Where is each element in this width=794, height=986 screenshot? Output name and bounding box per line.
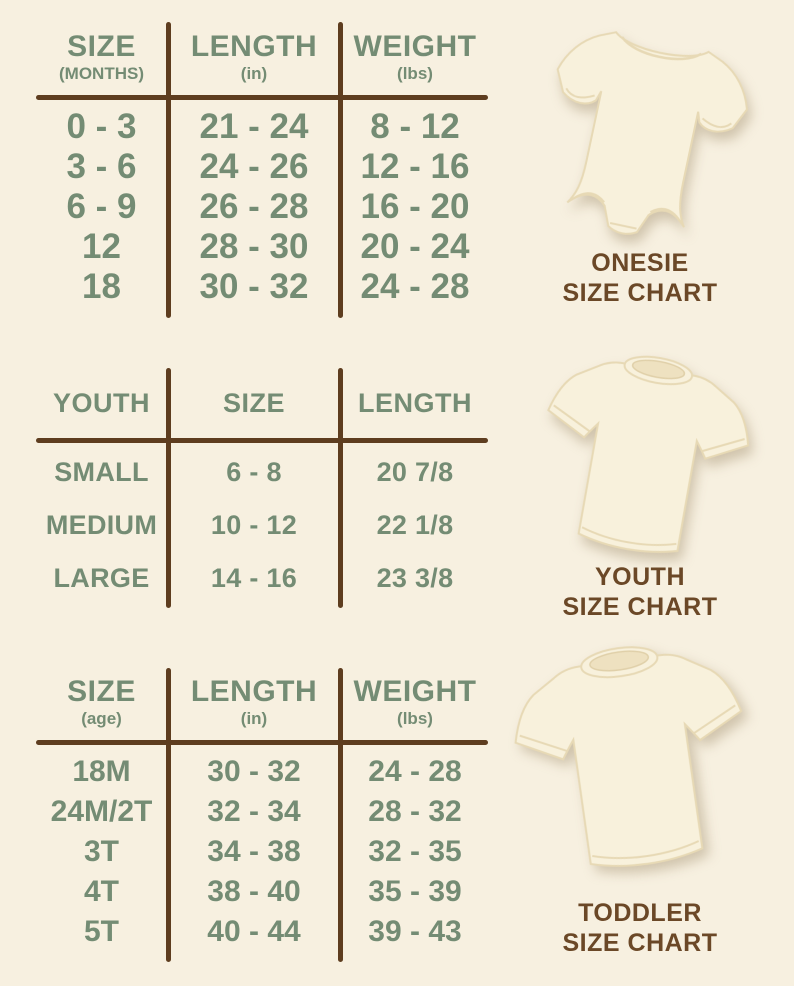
- column-header-sub: (MONTHS): [59, 63, 144, 83]
- table-cell: 22 1/8: [376, 510, 454, 540]
- column-header-title: SIZE: [222, 388, 285, 418]
- table-header-row: SIZE (age) LENGTH (in) WEIGHT (lbs): [35, 668, 490, 737]
- column-header-size: SIZE (MONTHS): [35, 22, 168, 92]
- table-vertical-divider: [166, 368, 171, 608]
- table-cell: 16 - 20: [360, 187, 470, 226]
- table-cell: 34 - 38: [207, 835, 301, 868]
- column-header-size: SIZE: [168, 368, 340, 438]
- youth-tshirt-image: [510, 334, 773, 593]
- table-vertical-divider: [338, 668, 343, 962]
- table-cell: 18: [82, 267, 121, 306]
- table-cell: 18M: [72, 755, 131, 788]
- table-header-divider: [36, 740, 488, 745]
- column-header-title: WEIGHT: [353, 675, 477, 708]
- column-header-title: SIZE: [67, 29, 136, 63]
- table-cell: 3T: [83, 835, 119, 868]
- table-vertical-divider: [166, 668, 171, 962]
- table-cell: 10 - 12: [210, 510, 298, 540]
- column-header-sub: (in): [240, 63, 268, 83]
- table-vertical-divider: [338, 22, 343, 318]
- column-header-title: LENGTH: [190, 675, 318, 708]
- table-cell: 3 - 6: [66, 147, 137, 186]
- toddler-label: TODDLER SIZE CHART: [500, 898, 780, 958]
- table-cell: 38 - 40: [207, 875, 301, 908]
- column-header-sub: (age): [81, 709, 122, 728]
- onesie-label: ONESIE SIZE CHART: [500, 248, 780, 308]
- table-body: 0 - 3 21 - 24 8 - 12 3 - 6 24 - 26 12 - …: [35, 107, 490, 307]
- table-cell: 30 - 32: [207, 755, 301, 788]
- label-line1: YOUTH: [595, 563, 685, 591]
- column-header-title: SIZE: [67, 675, 136, 708]
- table-cell: 12 - 16: [360, 147, 470, 186]
- table-cell: 23 3/8: [376, 563, 454, 593]
- label-line1: TODDLER: [578, 899, 702, 927]
- label-line1: ONESIE: [591, 249, 689, 277]
- table-cell: 12: [82, 227, 121, 266]
- onesie-image: [505, 3, 775, 286]
- column-header-title: LENGTH: [190, 29, 318, 63]
- table-cell: 20 7/8: [376, 457, 454, 487]
- table-cell: 4T: [83, 875, 119, 908]
- table-cell: 39 - 43: [368, 915, 462, 948]
- table-body: 18M 30 - 32 24 - 28 24M/2T 32 - 34 28 - …: [35, 752, 490, 952]
- column-header-title: WEIGHT: [353, 29, 477, 63]
- table-cell: 21 - 24: [199, 107, 309, 146]
- table-cell: SMALL: [54, 457, 149, 487]
- table-cell: 0 - 3: [66, 107, 137, 146]
- column-header-sub: (lbs): [397, 709, 433, 728]
- label-line2: SIZE CHART: [562, 929, 718, 957]
- column-header-weight: WEIGHT (lbs): [340, 668, 490, 737]
- table-cell: 20 - 24: [360, 227, 470, 266]
- table-cell: 6 - 8: [226, 457, 282, 487]
- table-header-row: SIZE (MONTHS) LENGTH (in) WEIGHT (lbs): [35, 22, 490, 92]
- table-cell: 24 - 28: [368, 755, 462, 788]
- table-cell: 6 - 9: [66, 187, 137, 226]
- table-cell: 24 - 28: [360, 267, 470, 306]
- table-cell: 28 - 30: [199, 227, 309, 266]
- table-header-divider: [36, 95, 488, 100]
- column-header-weight: WEIGHT (lbs): [340, 22, 490, 92]
- column-header-title: YOUTH: [53, 388, 150, 418]
- table-cell: LARGE: [53, 563, 150, 593]
- toddler-tshirt-image: [490, 625, 778, 908]
- table-body: SMALL 6 - 8 20 7/8 MEDIUM 10 - 12 22 1/8…: [35, 446, 490, 605]
- column-header-size: SIZE (age): [35, 668, 168, 737]
- table-cell: MEDIUM: [45, 510, 158, 540]
- table-vertical-divider: [166, 22, 171, 318]
- table-header-row: YOUTH SIZE LENGTH: [35, 368, 490, 438]
- table-cell: 14 - 16: [210, 563, 298, 593]
- table-cell: 28 - 32: [368, 795, 462, 828]
- column-header-length: LENGTH (in): [168, 22, 340, 92]
- table-cell: 24M/2T: [50, 795, 153, 828]
- label-line2: SIZE CHART: [562, 593, 718, 621]
- column-header-sub: (in): [240, 709, 268, 728]
- column-header-title: LENGTH: [358, 388, 472, 418]
- table-cell: 40 - 44: [207, 915, 301, 948]
- table-cell: 35 - 39: [368, 875, 462, 908]
- table-vertical-divider: [338, 368, 343, 608]
- onesie-size-table: SIZE (MONTHS) LENGTH (in) WEIGHT (lbs) 0…: [35, 22, 490, 318]
- column-header-length: LENGTH (in): [168, 668, 340, 737]
- table-cell: 32 - 34: [207, 795, 301, 828]
- youth-label: YOUTH SIZE CHART: [500, 562, 780, 622]
- label-line2: SIZE CHART: [562, 279, 718, 307]
- column-header-length: LENGTH: [340, 368, 490, 438]
- table-header-divider: [36, 438, 488, 443]
- table-cell: 30 - 32: [199, 267, 309, 306]
- table-cell: 24 - 26: [199, 147, 309, 186]
- table-cell: 5T: [83, 915, 119, 948]
- youth-size-table: YOUTH SIZE LENGTH SMALL 6 - 8 20 7/8 MED…: [35, 368, 490, 608]
- table-cell: 8 - 12: [370, 107, 460, 146]
- toddler-size-table: SIZE (age) LENGTH (in) WEIGHT (lbs) 18M …: [35, 668, 490, 962]
- table-cell: 32 - 35: [368, 835, 462, 868]
- column-header-sub: (lbs): [397, 63, 433, 83]
- column-header-youth: YOUTH: [35, 368, 168, 438]
- table-cell: 26 - 28: [199, 187, 309, 226]
